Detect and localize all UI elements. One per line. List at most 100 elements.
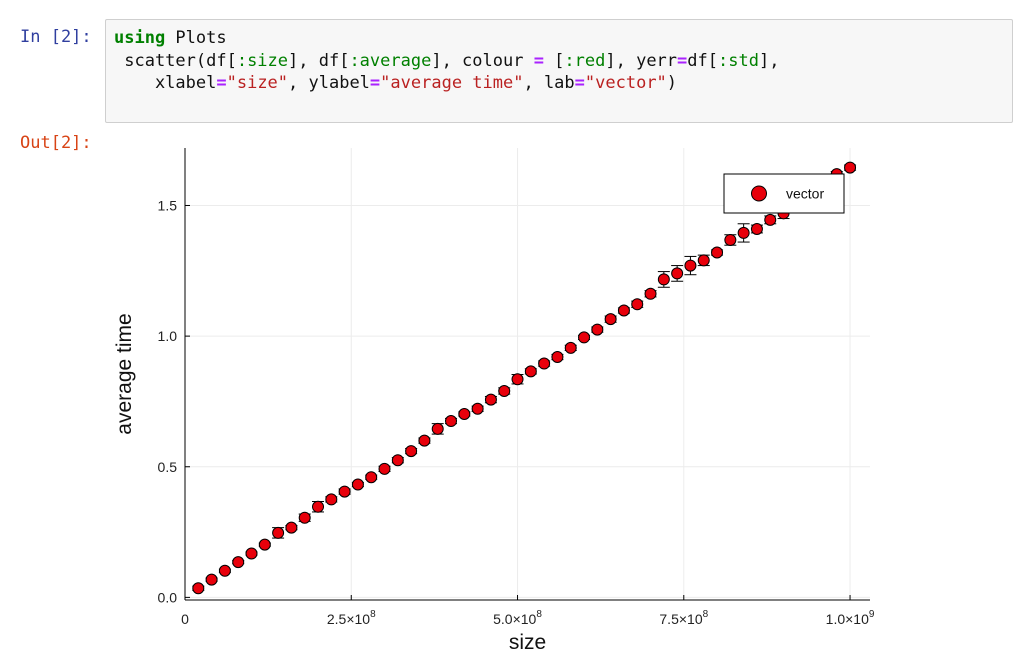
code-token: :red (564, 50, 606, 71)
code-token: scatter(df[ (114, 50, 237, 71)
code-token: xlabel (114, 73, 217, 93)
y-axis-label: average time (113, 313, 136, 434)
data-point (431, 422, 444, 435)
x-axis-label: size (509, 631, 546, 654)
legend-box (723, 173, 845, 214)
data-point (578, 331, 591, 344)
code-token: ], (758, 50, 780, 71)
code-token: "vector" (584, 73, 667, 93)
output-prompt: Out[2]: (20, 133, 92, 153)
code-token: "size" (226, 73, 289, 93)
code-token: ) (666, 73, 678, 93)
code-token: = (574, 73, 585, 93)
data-point (232, 556, 245, 569)
data-point (298, 511, 311, 524)
data-point (737, 226, 750, 239)
data-point (405, 445, 418, 458)
x-tick-label-base: 2.5×10 (327, 611, 370, 627)
data-point (312, 500, 325, 513)
data-point (644, 287, 657, 300)
code-cell-input[interactable]: using Plots scatter(df[:size], df[ :avera… (105, 19, 1013, 123)
data-point (285, 521, 298, 534)
x-tick-label: 2.5×108 (327, 609, 376, 627)
x-tick-label-base: 7.5×10 (659, 611, 702, 627)
data-point (711, 246, 724, 259)
x-tick-label-exponent: 8 (703, 609, 709, 620)
data-point (378, 462, 391, 475)
cell-output: 0.0 0.5 1.0 1.5 0 2.5×108 5.0×108 7.5×108 1.0×10… (105, 140, 905, 656)
data-point (750, 222, 763, 235)
code-token: = (369, 73, 381, 93)
data-point (498, 384, 511, 397)
code-token: = (216, 73, 227, 93)
data-point (524, 365, 537, 378)
y-tick-label: 0.0 (158, 589, 178, 605)
code-editor[interactable]: using Plots scatter(df[:size], df[ :avera… (114, 27, 779, 95)
data-point (684, 259, 697, 272)
code-token: :average (349, 50, 432, 71)
data-point (338, 485, 351, 498)
code-token: using (114, 28, 166, 48)
input-prompt: In [2]: (20, 27, 92, 47)
data-point (724, 233, 737, 246)
code-line: using Plots (114, 27, 779, 50)
data-point (551, 351, 564, 364)
x-tick-label-exponent: 8 (536, 609, 542, 620)
code-token: :std (718, 50, 759, 71)
code-line: scatter(df[:size], df[:average], colour … (114, 50, 779, 73)
code-token: ], colour (431, 50, 534, 71)
x-tick-label: 7.5×108 (659, 609, 708, 627)
data-point (272, 526, 285, 539)
data-point (604, 313, 617, 326)
code-token: = (677, 50, 688, 71)
legend-label: vector (786, 186, 824, 202)
code-token: , lab (523, 73, 575, 93)
code-token: df[ (687, 50, 718, 71)
data-point (205, 573, 218, 586)
data-point (445, 415, 458, 428)
data-point (617, 304, 630, 317)
data-point (671, 267, 684, 280)
code-token: :size (236, 50, 289, 71)
code-token: ], yerr (605, 50, 678, 71)
code-token: = (533, 50, 544, 71)
data-point (511, 373, 524, 386)
code-token: , ylabel (288, 73, 370, 93)
data-point (218, 564, 231, 577)
x-tick-label: 5.0×108 (493, 609, 542, 627)
data-point (325, 493, 338, 506)
data-point (245, 547, 258, 560)
data-point (564, 341, 577, 354)
data-point (458, 407, 471, 420)
data-point (418, 434, 431, 447)
data-point (764, 213, 777, 226)
x-tick-label-base: 5.0×10 (493, 611, 536, 627)
code-token: Plots (165, 28, 227, 48)
data-point (657, 273, 670, 286)
scatter-plot: 0.00.51.01.50 2.5×108 5.0×108 7.5×108 1.0×10… (113, 148, 875, 654)
code-token: "average time" (380, 73, 524, 93)
x-tick-label-base: 0 (181, 611, 189, 627)
code-line: xlabel="size", ylabel="average time", la… (114, 72, 779, 95)
data-point (471, 402, 484, 415)
code-token: [ (543, 50, 565, 71)
data-point (258, 538, 271, 551)
y-tick-label: 1.0 (158, 328, 178, 344)
data-point (538, 357, 551, 370)
x-tick-label: 1.0×109 (826, 609, 875, 627)
x-tick-label-exponent: 8 (370, 609, 376, 620)
y-tick-label: 1.5 (158, 197, 178, 213)
y-tick-label: 0.5 (158, 459, 178, 475)
data-point (484, 393, 497, 406)
data-point (351, 478, 364, 491)
legend-marker (751, 185, 767, 202)
data-point (591, 323, 604, 336)
data-point (365, 471, 378, 484)
x-tick-label-base: 1.0×10 (826, 611, 869, 627)
data-point (631, 298, 644, 311)
data-point (391, 454, 404, 467)
x-tick-label: 0 (181, 611, 189, 627)
x-tick-label-exponent: 9 (869, 609, 875, 620)
data-point (844, 161, 857, 174)
data-point (192, 582, 205, 595)
